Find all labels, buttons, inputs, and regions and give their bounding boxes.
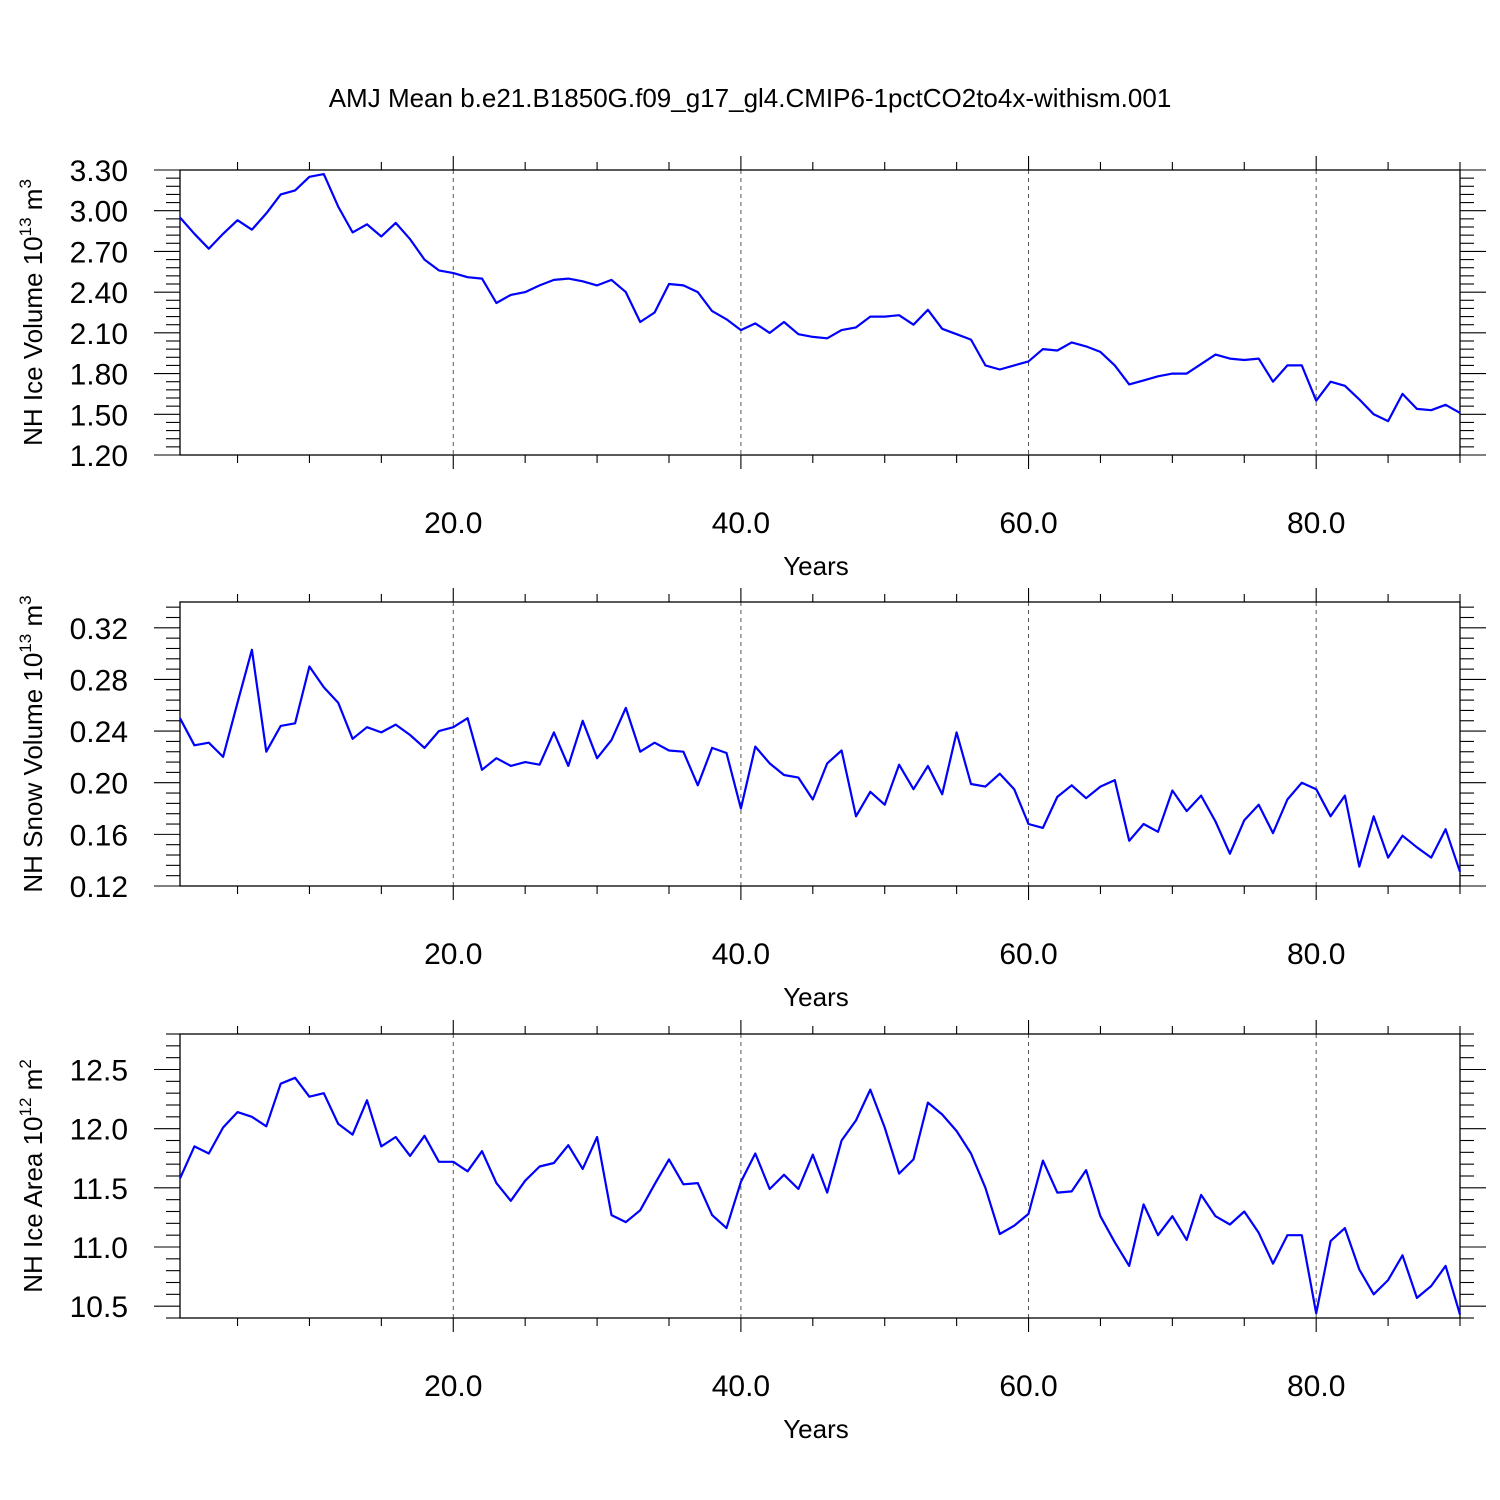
y-tick-label: 2.70 (70, 236, 128, 269)
y-axis-title-text: m (18, 189, 48, 218)
x-tick-label: 40.0 (712, 1370, 770, 1403)
y-axis-title-superscript: 3 (16, 595, 35, 604)
x-tick-label: 80.0 (1287, 1370, 1345, 1403)
x-tick-label: 20.0 (424, 1370, 482, 1403)
y-axis-title: NH Ice Area 1012 m2 (16, 1059, 48, 1293)
x-tick-label: 60.0 (999, 938, 1057, 971)
series-line (179, 648, 1462, 873)
plot-frame (179, 169, 1461, 456)
y-tick-label: 11.5 (72, 1173, 128, 1206)
series-line (179, 173, 1461, 423)
y-axis-title: NH Snow Volume 1013 m3 (16, 595, 48, 892)
y-axis-title-text: NH Ice Volume 10 (18, 236, 48, 446)
y-tick-label: 0.32 (70, 613, 128, 646)
chart-panel-1: 1.20 1.50 1.80 2.10 2.40 2.70 3.00 3.30 20.0 40.0… (16, 155, 1486, 581)
y-tick-label: 3.00 (70, 196, 128, 229)
y-tick-label: 0.20 (70, 768, 128, 801)
series-line (178, 1076, 1462, 1315)
y-axis-title-text: m (18, 1069, 48, 1098)
chart-panel-2: 0.12 0.16 0.20 0.24 0.28 0.32 20.0 40.0 60.0 80.0… (16, 588, 1486, 1012)
chart-panels: 1.20 1.50 1.80 2.10 2.40 2.70 3.00 3.30 20.0 40.0… (16, 155, 1486, 1444)
y-tick-label: 0.12 (70, 871, 128, 904)
x-tick-label: 40.0 (712, 938, 770, 971)
y-tick-label: 1.80 (70, 359, 128, 392)
y-axis-title-superscript: 13 (16, 217, 35, 236)
y-tick-label: 12.5 (70, 1055, 128, 1088)
y-tick-label: 3.30 (70, 155, 128, 188)
y-tick-label: 0.16 (70, 819, 128, 852)
x-axis-title: Years (783, 1414, 849, 1444)
y-tick-label: 0.28 (70, 664, 128, 697)
x-axis-title: Years (783, 551, 849, 581)
y-axis-title-superscript: 2 (16, 1059, 35, 1068)
y-tick-label: 0.24 (70, 716, 128, 749)
x-tick-label: 20.0 (424, 507, 482, 540)
chart-title: AMJ Mean b.e21.B1850G.f09_g17_gl4.CMIP6-… (329, 83, 1172, 113)
chart-panel-3: 10.5 11.0 11.5 12.0 12.5 20.0 40.0 60.0 80.0 Year… (16, 1020, 1486, 1444)
y-tick-label: 11.0 (72, 1232, 128, 1265)
y-tick-label: 12.0 (70, 1114, 128, 1147)
x-tick-label: 60.0 (999, 507, 1057, 540)
y-axis-title: NH Ice Volume 1013 m3 (16, 179, 48, 446)
y-tick-label: 2.40 (70, 277, 128, 310)
plot-frame (179, 601, 1461, 887)
y-axis-title-superscript: 3 (16, 179, 35, 188)
x-tick-label: 80.0 (1287, 938, 1345, 971)
y-axis-title-text: NH Ice Area 10 (18, 1116, 48, 1292)
y-tick-label: 2.10 (70, 318, 128, 351)
x-tick-label: 60.0 (999, 1370, 1057, 1403)
y-tick-label: 1.20 (70, 440, 128, 473)
y-axis-title-text: m (18, 605, 48, 634)
y-axis-title-superscript: 12 (16, 1098, 35, 1117)
y-tick-label: 1.50 (70, 399, 128, 432)
y-axis-title-superscript: 13 (16, 634, 35, 653)
y-axis-title-text: NH Snow Volume 10 (18, 653, 48, 893)
x-tick-label: 80.0 (1287, 507, 1345, 540)
x-tick-label: 40.0 (712, 507, 770, 540)
x-tick-label: 20.0 (424, 938, 482, 971)
x-axis-title: Years (783, 982, 849, 1012)
y-tick-label: 10.5 (70, 1291, 128, 1324)
